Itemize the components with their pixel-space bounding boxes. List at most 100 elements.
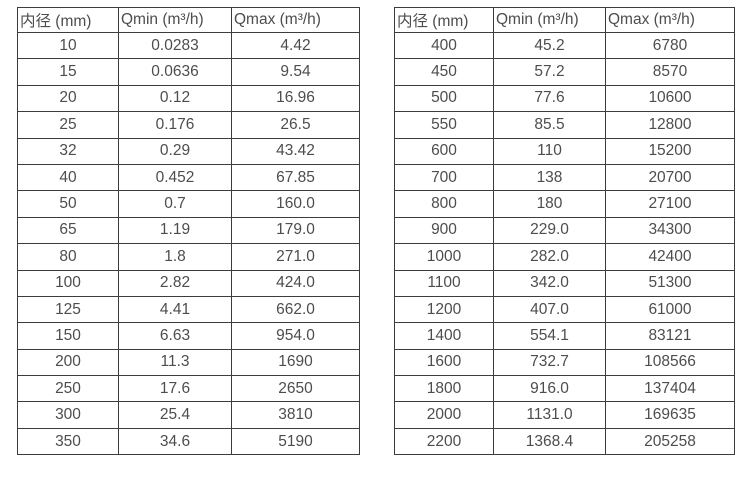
table-cell: 229.0 xyxy=(493,216,606,245)
table-cell: 43.42 xyxy=(231,137,360,165)
flow-spec-table-large-diameters: 内径 (mm) Qmin (m³/h) Qmax (m³/h) 400 45.2 6780… xyxy=(394,7,735,456)
table-cell: 2.82 xyxy=(118,269,232,297)
table-cell: 83121 xyxy=(605,322,735,350)
table-cell: 0.0636 xyxy=(118,58,232,86)
table-cell: 424.0 xyxy=(231,269,360,297)
table-cell: 10 xyxy=(17,31,119,60)
table-row: 65 1.19 179.0 xyxy=(17,216,360,245)
table-row: 700 138 20700 xyxy=(394,163,735,192)
table-cell: 1100 xyxy=(394,269,494,297)
table-cell: 15 xyxy=(17,58,119,86)
table-cell: 125 xyxy=(17,295,119,324)
table-row: 100 2.82 424.0 xyxy=(17,269,360,297)
table-cell: 17.6 xyxy=(118,375,232,403)
table-cell: 554.1 xyxy=(493,322,606,350)
column-header: Qmax (m³/h) xyxy=(605,7,735,33)
table-cell: 138 xyxy=(493,163,606,192)
table-cell: 108566 xyxy=(605,348,735,377)
table-cell: 900 xyxy=(394,216,494,245)
table-row: 50 0.7 160.0 xyxy=(17,190,360,218)
table-cell: 34.6 xyxy=(118,427,232,456)
table-cell: 342.0 xyxy=(493,269,606,297)
table-cell: 110 xyxy=(493,137,606,165)
table-cell: 25.4 xyxy=(118,401,232,429)
table-cell: 271.0 xyxy=(231,243,360,271)
table-cell: 0.29 xyxy=(118,137,232,165)
table-row: 1800 916.0 137404 xyxy=(394,375,735,403)
table-cell: 732.7 xyxy=(493,348,606,377)
table-cell: 2650 xyxy=(231,375,360,403)
column-header: Qmax (m³/h) xyxy=(231,7,360,33)
table-cell: 200 xyxy=(17,348,119,377)
table-cell: 550 xyxy=(394,111,494,139)
table-row: 600 110 15200 xyxy=(394,137,735,165)
table-cell: 954.0 xyxy=(231,322,360,350)
table-row: 15 0.0636 9.54 xyxy=(17,58,360,86)
table-row: 80 1.8 271.0 xyxy=(17,243,360,271)
table-cell: 11.3 xyxy=(118,348,232,377)
table-cell: 450 xyxy=(394,58,494,86)
table-row: 550 85.5 12800 xyxy=(394,111,735,139)
table-cell: 4.42 xyxy=(231,31,360,60)
table-cell: 662.0 xyxy=(231,295,360,324)
table-row: 300 25.4 3810 xyxy=(17,401,360,429)
table-row: 32 0.29 43.42 xyxy=(17,137,360,165)
table-cell: 20 xyxy=(17,84,119,113)
table-cell: 16.96 xyxy=(231,84,360,113)
table-cell: 0.0283 xyxy=(118,31,232,60)
table-cell: 169635 xyxy=(605,401,735,429)
table-cell: 45.2 xyxy=(493,31,606,60)
table-cell: 85.5 xyxy=(493,111,606,139)
table-row: 1600 732.7 108566 xyxy=(394,348,735,377)
table-cell: 600 xyxy=(394,137,494,165)
table-cell: 205258 xyxy=(605,427,735,456)
table-cell: 6780 xyxy=(605,31,735,60)
table-cell: 1.19 xyxy=(118,216,232,245)
table-cell: 9.54 xyxy=(231,58,360,86)
table-cell: 10600 xyxy=(605,84,735,113)
table-cell: 2200 xyxy=(394,427,494,456)
table-cell: 3810 xyxy=(231,401,360,429)
table-cell: 42400 xyxy=(605,243,735,271)
table-cell: 137404 xyxy=(605,375,735,403)
table-cell: 80 xyxy=(17,243,119,271)
table-row: 10 0.0283 4.42 xyxy=(17,31,360,60)
table-cell: 179.0 xyxy=(231,216,360,245)
table-cell: 180 xyxy=(493,190,606,218)
table-cell: 0.7 xyxy=(118,190,232,218)
table-row: 800 180 27100 xyxy=(394,190,735,218)
table-cell: 160.0 xyxy=(231,190,360,218)
table-cell: 1690 xyxy=(231,348,360,377)
table-cell: 1.8 xyxy=(118,243,232,271)
table-cell: 50 xyxy=(17,190,119,218)
table-cell: 1131.0 xyxy=(493,401,606,429)
table-row: 500 77.6 10600 xyxy=(394,84,735,113)
table-row: 2200 1368.4 205258 xyxy=(394,427,735,456)
table-cell: 0.176 xyxy=(118,111,232,139)
table-cell: 350 xyxy=(17,427,119,456)
table-cell: 34300 xyxy=(605,216,735,245)
table-cell: 0.452 xyxy=(118,163,232,192)
table-cell: 1000 xyxy=(394,243,494,271)
header-row: 内径 (mm) Qmin (m³/h) Qmax (m³/h) xyxy=(394,7,735,33)
table-row: 1400 554.1 83121 xyxy=(394,322,735,350)
table-cell: 15200 xyxy=(605,137,735,165)
table-cell: 150 xyxy=(17,322,119,350)
table-cell: 26.5 xyxy=(231,111,360,139)
table-cell: 700 xyxy=(394,163,494,192)
table-cell: 57.2 xyxy=(493,58,606,86)
table-row: 200 11.3 1690 xyxy=(17,348,360,377)
table-cell: 4.41 xyxy=(118,295,232,324)
table-row: 250 17.6 2650 xyxy=(17,375,360,403)
table-cell: 800 xyxy=(394,190,494,218)
table-row: 150 6.63 954.0 xyxy=(17,322,360,350)
table-row: 125 4.41 662.0 xyxy=(17,295,360,324)
table-cell: 500 xyxy=(394,84,494,113)
table-cell: 6.63 xyxy=(118,322,232,350)
table-row: 1000 282.0 42400 xyxy=(394,243,735,271)
column-header: 内径 (mm) xyxy=(17,7,119,33)
table-cell: 20700 xyxy=(605,163,735,192)
table-row: 25 0.176 26.5 xyxy=(17,111,360,139)
table-cell: 8570 xyxy=(605,58,735,86)
